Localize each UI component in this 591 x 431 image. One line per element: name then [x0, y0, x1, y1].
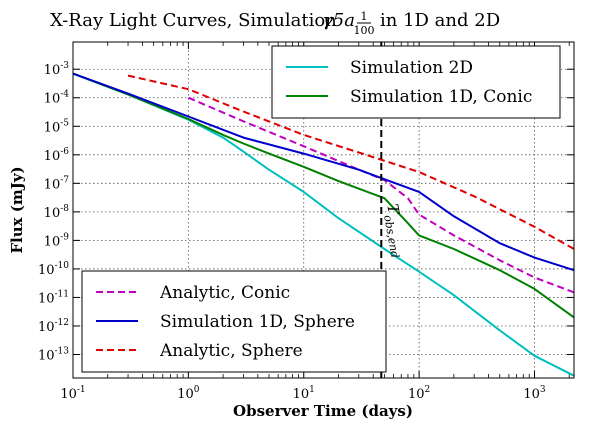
title-part-2: γ5a [322, 10, 355, 31]
y-tick-label: 10-5 [44, 118, 70, 135]
y-tick-label: 10-10 [38, 261, 69, 278]
series-line-analytic-sphere [127, 74, 575, 250]
series-line-analytic-conic [188, 96, 575, 294]
y-tick-label: 10-6 [44, 147, 70, 164]
legend-bottom-left: Analytic, Conic Simulation 1D, Sphere Anal… [81, 270, 387, 373]
y-tick-label: 10-13 [38, 346, 69, 363]
y-tick-label: 10-3 [44, 61, 70, 78]
y-tick-label: 10-12 [38, 318, 69, 335]
x-tick-label: 102 [408, 385, 430, 402]
title-part-1: X-Ray Light Curves, Simulation [50, 10, 337, 31]
chart-title: X-Ray Light Curves, Simulation γ5a 1 100… [50, 10, 500, 37]
legend-box [271, 45, 561, 119]
series-line-simulation-1d-sphere [72, 72, 575, 272]
x-tick-label: 101 [293, 385, 315, 402]
y-tick-label: 10-8 [44, 204, 70, 221]
legend-top-right: Simulation 2D Simulation 1D, Conic [271, 45, 561, 119]
tick-labels: 10-1 100 101 102 103 10-13 10-12 10-11 10-10 10-9… [38, 61, 546, 402]
legend-label: Analytic, Conic [159, 283, 290, 303]
y-tick-label: 10-9 [44, 232, 70, 249]
x-tick-label: 100 [177, 385, 200, 402]
x-tick-label: 103 [523, 385, 546, 402]
x-tick-label: 10-1 [60, 385, 85, 402]
legend-label: Simulation 1D, Conic [350, 87, 532, 107]
x-axis-label: Observer Time (days) [233, 402, 413, 420]
y-tick-label: 10-7 [44, 175, 70, 192]
legend-label: Simulation 2D [350, 58, 473, 78]
title-fraction-denominator: 100 [354, 24, 375, 37]
plot-frame [72, 41, 575, 379]
y-tick-label: 10-11 [38, 289, 69, 306]
series-line-simulation-1d-conic [72, 72, 575, 319]
legend-label: Analytic, Sphere [159, 341, 303, 361]
title-part-3: in 1D and 2D [380, 10, 500, 31]
y-tick-label: 10-4 [44, 90, 70, 107]
curves [72, 72, 575, 377]
y-axis-label: Flux (mJy) [8, 166, 26, 253]
legend-label: Simulation 1D, Sphere [160, 312, 355, 332]
title-fraction-numerator: 1 [361, 10, 368, 23]
